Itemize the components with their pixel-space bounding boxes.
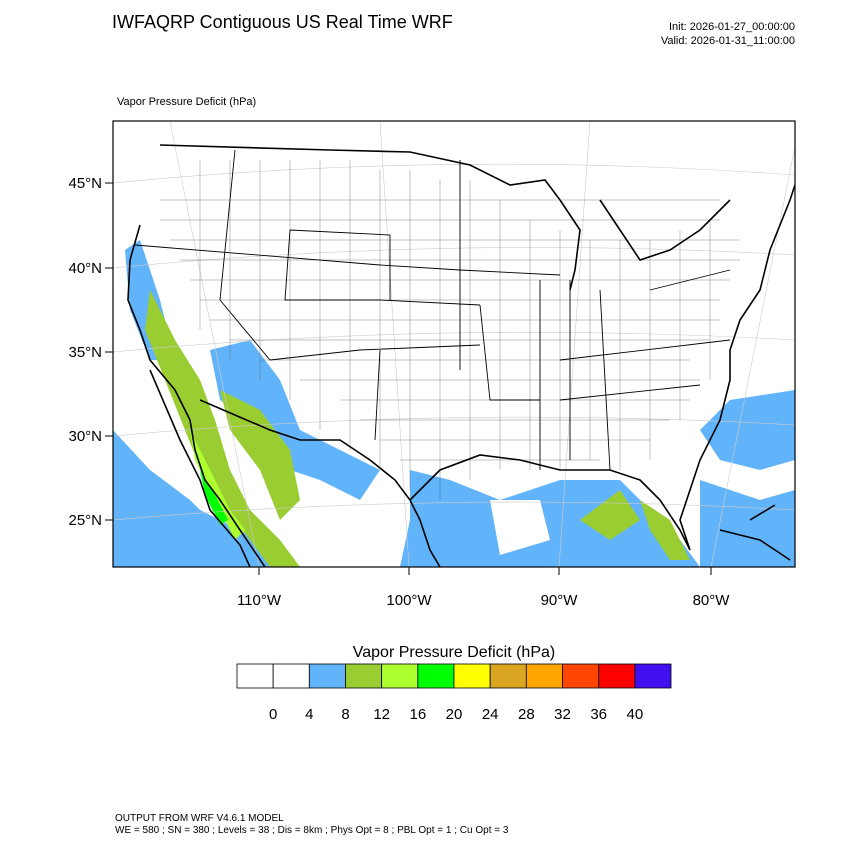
colorbar-box bbox=[308, 663, 346, 689]
coastlines bbox=[127, 144, 795, 567]
latitude-labels: 45°N 40°N 35°N 30°N 25°N bbox=[68, 175, 113, 529]
colorbar-box bbox=[236, 663, 274, 689]
state-lines bbox=[134, 149, 731, 471]
latitude-label: 35°N bbox=[68, 344, 102, 361]
colorbar-label: 24 bbox=[482, 706, 499, 723]
colorbar-label: 28 bbox=[518, 706, 535, 723]
field-label: Vapor Pressure Deficit (hPa) bbox=[117, 96, 256, 108]
longitude-label: 90°W bbox=[541, 592, 579, 609]
colorbar-box bbox=[525, 663, 563, 689]
footer-line: WE = 580 ; SN = 380 ; Levels = 38 ; Dis … bbox=[115, 825, 509, 836]
colorbar-label: 20 bbox=[446, 706, 463, 723]
colorbar-label: 8 bbox=[341, 706, 349, 723]
colorbar-box bbox=[562, 663, 600, 689]
init-time: Init: 2026-01-27_00:00:00 bbox=[669, 21, 795, 33]
colorbar-label: 40 bbox=[626, 706, 643, 723]
map bbox=[113, 121, 795, 567]
latitude-label: 30°N bbox=[68, 428, 102, 445]
longitude-label: 110°W bbox=[237, 592, 282, 609]
vpd-shading bbox=[113, 240, 795, 567]
longitude-label: 100°W bbox=[386, 592, 432, 609]
colorbar-title: Vapor Pressure Deficit (hPa) bbox=[353, 644, 555, 661]
latitude-label: 25°N bbox=[68, 512, 102, 529]
latitude-label: 40°N bbox=[68, 260, 102, 277]
colorbar-box bbox=[634, 663, 672, 689]
footer-line: OUTPUT FROM WRF V4.6.1 MODEL bbox=[115, 813, 284, 824]
colorbar-label: 0 bbox=[269, 706, 277, 723]
colorbar-label: 12 bbox=[373, 706, 390, 723]
colorbar-box bbox=[272, 663, 310, 689]
colorbar-box bbox=[453, 663, 491, 689]
colorbar-box bbox=[598, 663, 636, 689]
colorbar-label: 32 bbox=[554, 706, 571, 723]
title: IWFAQRP Contiguous US Real Time WRF bbox=[112, 12, 453, 32]
longitude-label: 80°W bbox=[693, 592, 731, 609]
colorbar-label: 36 bbox=[590, 706, 607, 723]
colorbar-box bbox=[489, 663, 527, 689]
map-frame bbox=[112, 120, 796, 568]
latitude-label: 45°N bbox=[68, 175, 102, 192]
valid-time: Valid: 2026-01-31_11:00:00 bbox=[661, 35, 795, 47]
colorbar-box bbox=[381, 663, 419, 689]
graticule bbox=[113, 121, 795, 567]
longitude-labels: 110°W 100°W 90°W 80°W bbox=[237, 567, 730, 609]
colorbar-label: 4 bbox=[305, 706, 313, 723]
colorbar-box bbox=[345, 663, 383, 689]
colorbar-box bbox=[417, 663, 455, 689]
colorbar-label: 16 bbox=[409, 706, 426, 723]
colorbar: 0 4 8 12 16 20 24 28 32 36 40 bbox=[236, 663, 672, 723]
